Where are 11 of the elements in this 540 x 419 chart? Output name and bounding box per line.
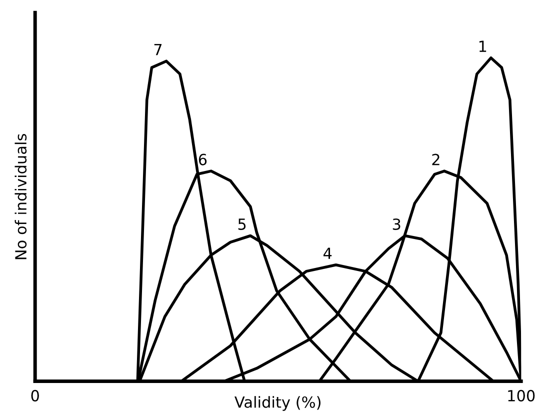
series-label: 6 xyxy=(198,154,207,166)
x-axis-title: Validity (%) xyxy=(234,396,320,411)
series-label: 2 xyxy=(432,154,440,166)
x-tick-label: 100 xyxy=(508,390,535,402)
x-tick-label: 0 xyxy=(31,390,39,402)
y-axis-title: No of individuals xyxy=(14,134,27,260)
series-label: 3 xyxy=(392,218,400,230)
series-label: 4 xyxy=(323,248,332,259)
series-label: 7 xyxy=(154,44,162,56)
series-label: 1 xyxy=(479,40,486,52)
series-label: 5 xyxy=(238,218,246,230)
